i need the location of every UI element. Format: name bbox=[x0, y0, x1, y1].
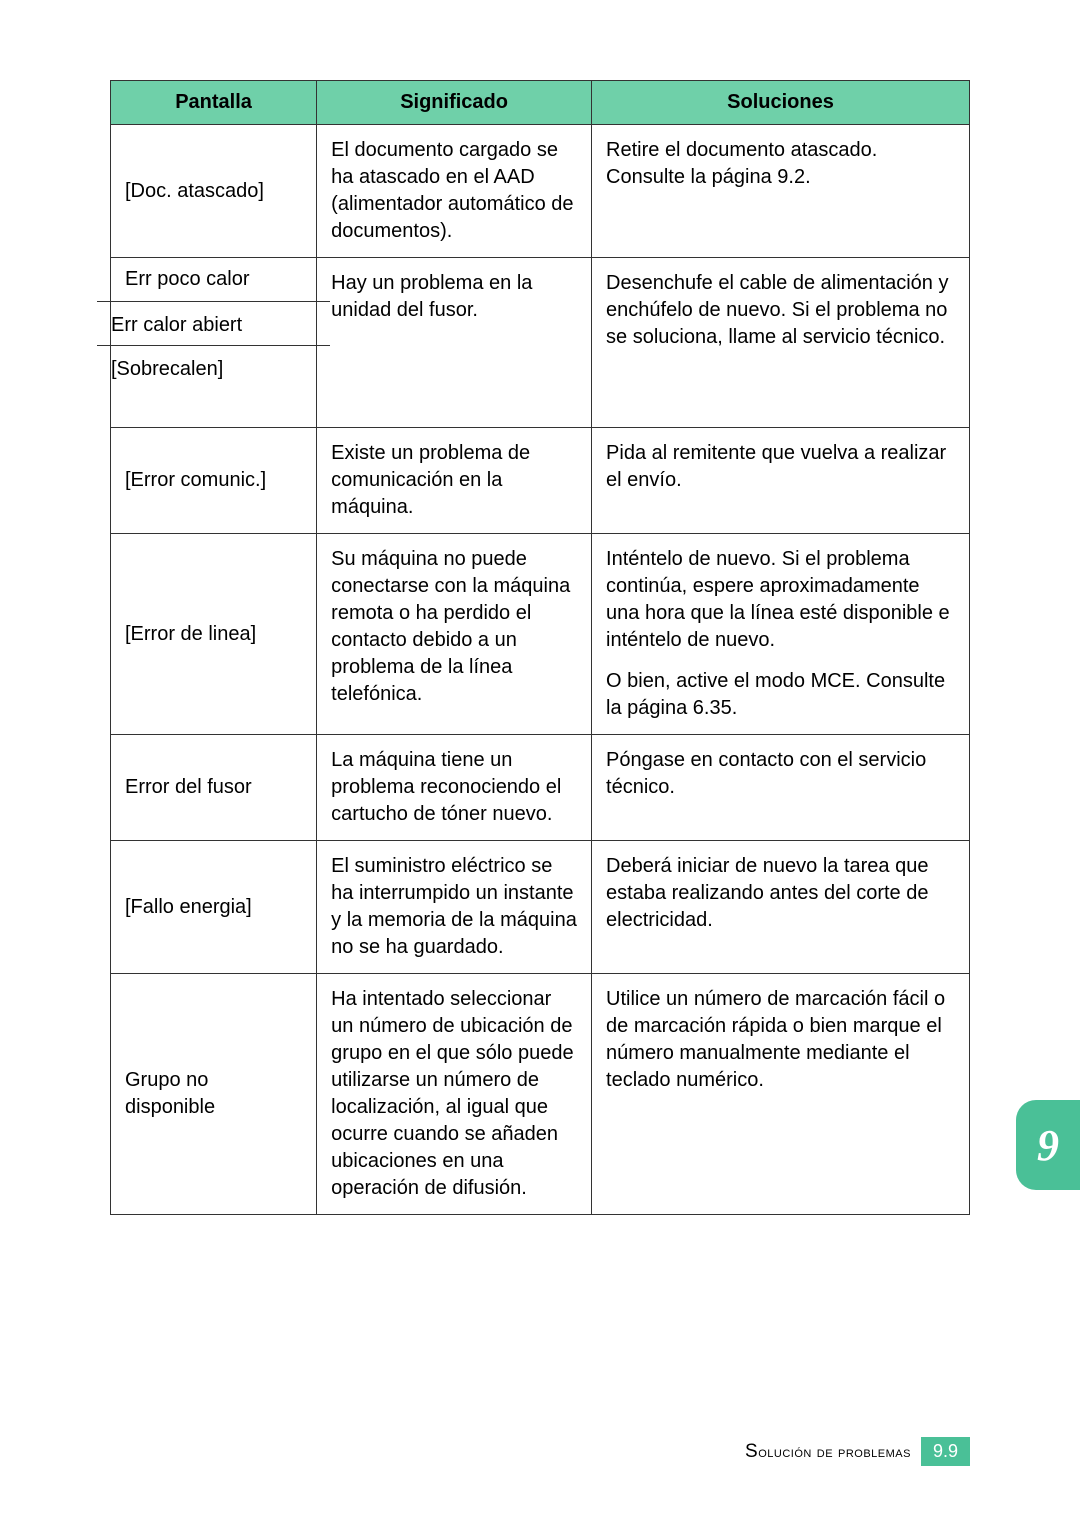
cell-significado: Su máquina no puede conectarse con la má… bbox=[317, 534, 592, 735]
cell-pantalla: [Fallo energia] bbox=[111, 841, 317, 974]
soluciones-para: O bien, active el modo MCE. Consulte la … bbox=[606, 668, 955, 722]
cell-significado: El suministro eléctrico se ha interrumpi… bbox=[317, 841, 592, 974]
table-row: [Doc. atascado] El documento cargado se … bbox=[111, 125, 970, 258]
chapter-tab: 9 bbox=[1016, 1100, 1080, 1190]
cell-significado: El documento cargado se ha atascado en e… bbox=[317, 125, 592, 258]
header-significado: Significado bbox=[317, 81, 592, 125]
footer: Solución de problemas 9.9 bbox=[745, 1437, 970, 1466]
cell-significado: Ha intentado seleccionar un número de ub… bbox=[317, 974, 592, 1215]
cell-pantalla: [Error de linea] bbox=[111, 534, 317, 735]
cell-pantalla: [Doc. atascado] bbox=[111, 125, 317, 258]
cell-soluciones: Pida al remitente que vuelva a realizar … bbox=[592, 428, 970, 534]
cell-significado: La máquina tiene un problema reconociend… bbox=[317, 735, 592, 841]
pantalla-item: Err calor abiert bbox=[97, 301, 330, 345]
table-header-row: Pantalla Significado Soluciones bbox=[111, 81, 970, 125]
cell-significado: Existe un problema de comunicación en la… bbox=[317, 428, 592, 534]
soluciones-para: Inténtelo de nuevo. Si el problema conti… bbox=[606, 546, 955, 654]
cell-pantalla-stacked: Err poco calor Err calor abiert [Sobreca… bbox=[111, 258, 317, 428]
header-pantalla: Pantalla bbox=[111, 81, 317, 125]
table-row: [Error de linea] Su máquina no puede con… bbox=[111, 534, 970, 735]
table-row: Grupo no disponible Ha intentado selecci… bbox=[111, 974, 970, 1215]
cell-pantalla: [Error comunic.] bbox=[111, 428, 317, 534]
troubleshoot-table: Pantalla Significado Soluciones [Doc. at… bbox=[110, 80, 970, 1215]
footer-label: Solución de problemas bbox=[745, 1441, 911, 1463]
cell-pantalla: Grupo no disponible bbox=[111, 974, 317, 1215]
cell-significado: Hay un problema en la unidad del fusor. bbox=[317, 258, 592, 428]
cell-soluciones: Póngase en contacto con el servicio técn… bbox=[592, 735, 970, 841]
cell-soluciones: Inténtelo de nuevo. Si el problema conti… bbox=[592, 534, 970, 735]
table-row: Err poco calor Err calor abiert [Sobreca… bbox=[111, 258, 970, 428]
table-row: Error del fusor La máquina tiene un prob… bbox=[111, 735, 970, 841]
header-soluciones: Soluciones bbox=[592, 81, 970, 125]
cell-soluciones: Deberá iniciar de nuevo la tarea que est… bbox=[592, 841, 970, 974]
pantalla-item: [Sobrecalen] bbox=[97, 345, 330, 427]
cell-soluciones: Utilice un número de marcación fácil o d… bbox=[592, 974, 970, 1215]
table-row: [Error comunic.] Existe un problema de c… bbox=[111, 428, 970, 534]
table-row: [Fallo energia] El suministro eléctrico … bbox=[111, 841, 970, 974]
cell-pantalla: Error del fusor bbox=[111, 735, 317, 841]
chapter-number: 9 bbox=[1037, 1120, 1059, 1171]
cell-soluciones: Desenchufe el cable de alimentación y en… bbox=[592, 258, 970, 428]
footer-page: 9.9 bbox=[921, 1437, 970, 1466]
pantalla-item: Err poco calor bbox=[111, 258, 316, 301]
cell-soluciones: Retire el documento atascado. Consulte l… bbox=[592, 125, 970, 258]
